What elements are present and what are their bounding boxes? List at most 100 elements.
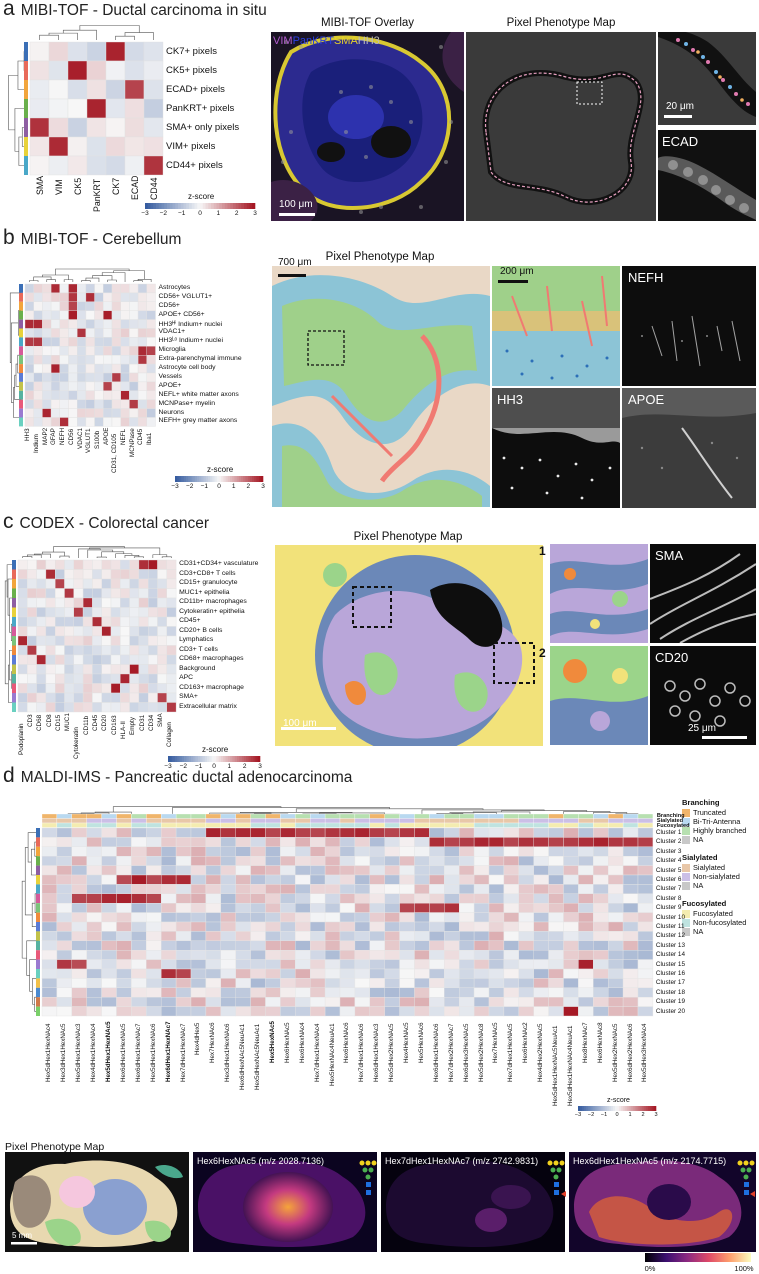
heatmap-cell [429,978,445,988]
heatmap-cell [160,987,177,998]
heatmap-cell [220,978,236,988]
heatmap-cell [36,654,47,665]
heatmap-cell [369,921,385,932]
heatmap-cell [265,837,281,848]
annotation-cell [369,813,385,819]
zscore-colorbar-tick: −3 [574,1112,582,1118]
heatmap-cell [459,837,475,848]
row-color-bar [36,1006,40,1016]
annotation-row-label: Branching [656,813,685,819]
heatmap-cell [64,597,75,608]
heatmap-cell [120,683,130,694]
heatmap-cell [86,117,107,138]
heatmap-cell [533,996,549,1007]
glycan-label: Hex4dHex5 [194,1022,202,1056]
heatmap-cell [24,381,34,392]
heatmap-cell [622,893,639,904]
heatmap-cell [414,874,430,885]
heatmap-cell [295,865,311,876]
heatmap-cell [637,865,654,876]
heatmap-cell [86,987,102,998]
heatmap-cell [157,645,168,656]
legend-swatch [682,909,690,918]
heatmap-cell [190,884,207,895]
heatmap-cell [399,1006,415,1017]
heatmap-cell [166,607,177,618]
heatmap-cell [36,626,47,637]
heatmap-row-label: CD15+ granulocyte [179,579,238,587]
heatmap-cell [146,987,162,998]
heatmap-cell [414,893,430,904]
heatmap-cell [324,902,341,913]
heatmap-cell [190,912,207,923]
heatmap-cell [369,902,385,913]
heatmap-cell [137,346,148,356]
heatmap-cell [76,337,87,347]
heatmap-cell [488,902,505,913]
heatmap-cell [488,968,505,979]
heatmap-cell [166,578,177,589]
glycan-label: Hex8HexNAc7 [581,1022,589,1063]
glycan-label: Hex7HexNAc6 [209,1022,217,1063]
panel-d-intensity-colorbar [645,1253,751,1262]
heatmap-cell [50,283,60,294]
panel-c-zoom-1-image [550,544,648,643]
row-color-bar [36,978,40,988]
annotation-cell [578,822,594,828]
heatmap-cell [473,893,490,904]
heatmap-cell [120,588,130,599]
heatmap-cell [160,940,177,951]
heatmap-cell [280,893,296,904]
heatmap-cell [129,635,140,646]
heatmap-cell [310,874,326,885]
annotation-cell [533,822,549,828]
heatmap-cell [339,940,356,951]
heatmap-cell [220,996,236,1007]
heatmap-cell [41,846,58,857]
heatmap-cell [429,959,445,970]
heatmap-cell [101,940,117,951]
legend-item: NA [682,927,746,936]
heatmap-cell [147,664,158,675]
heatmap-cell [265,912,281,923]
heatmap-cell [120,635,130,646]
heatmap-cell [310,893,326,904]
heatmap-cell [548,884,564,895]
heatmap-cell [41,893,58,904]
heatmap-cell [68,381,78,392]
heatmap-cell [73,645,84,656]
heatmap-cell [48,41,69,62]
heatmap-cell [384,959,400,970]
heatmap-cell [324,855,341,866]
heatmap-cell [157,588,168,599]
heatmap-cell [622,987,639,998]
heatmap-cell [563,846,579,857]
heatmap-cell [488,978,505,988]
heatmap-cell [459,987,475,998]
heatmap-cell [339,921,356,932]
heatmap-cell [593,912,609,923]
heatmap-cell [166,664,177,675]
heatmap-cell [33,354,43,365]
heatmap-cell [160,902,177,913]
heatmap-cell [310,855,326,866]
heatmap-cell [146,940,162,951]
heatmap-cell [116,846,132,857]
row-color-bar [36,969,40,979]
heatmap-cell [64,569,75,580]
heatmap-cell [137,301,148,311]
heatmap-cell [103,292,113,303]
row-color-bar [19,337,23,347]
cluster-label: Cluster 9 [655,904,682,912]
heatmap-cell [205,865,221,876]
annotation-cell [161,822,177,828]
heatmap-cell [190,949,207,960]
heatmap-cell [111,283,121,294]
heatmap-cell [339,846,356,857]
heatmap-cell [429,931,445,941]
heatmap-cell [518,902,534,913]
heatmap-cell [129,559,140,570]
heatmap-cell [384,987,400,998]
heatmap-cell [50,319,60,329]
heatmap-cell [166,597,177,608]
